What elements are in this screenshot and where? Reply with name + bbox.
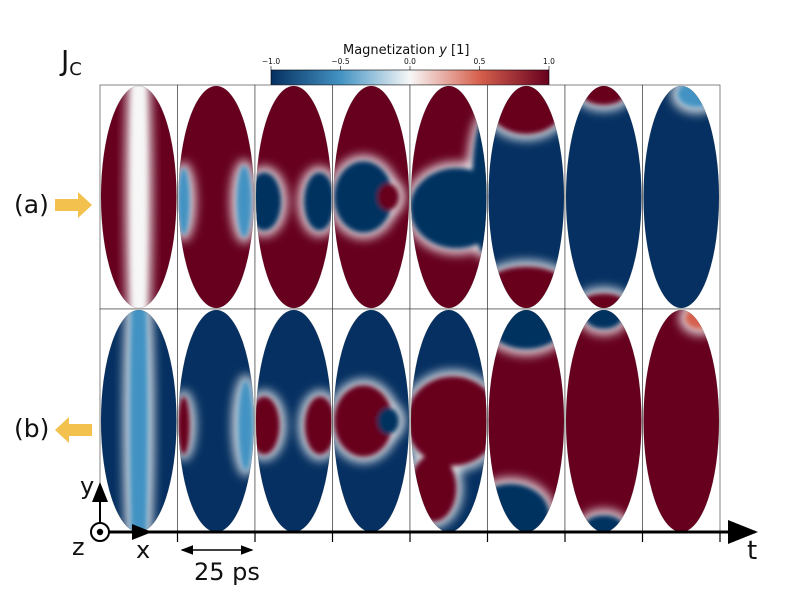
colorbar-gradient <box>270 69 550 86</box>
frame-a-4 <box>332 84 411 310</box>
frame-a-6 <box>487 84 566 310</box>
magnetization-ellipse <box>411 86 487 308</box>
frame-b-1 <box>99 308 178 534</box>
x-axis-label: x <box>136 536 151 564</box>
frame-b-2 <box>177 308 256 534</box>
magnetization-ellipse <box>643 86 719 308</box>
row-a-label: (a) <box>14 190 49 219</box>
frame-b-7 <box>564 308 643 534</box>
current-direction-left-icon <box>55 417 92 443</box>
magnetization-ellipse <box>256 86 332 308</box>
colorbar-title: Magnetization y [1] <box>343 43 470 58</box>
y-axis-label: y <box>80 472 95 500</box>
colorbar-tick-label: −0.5 <box>331 57 349 66</box>
time-step-label: 25 ps <box>194 558 260 586</box>
frame-b-5 <box>409 308 488 534</box>
colorbar-tick-label: −1.0 <box>262 57 280 66</box>
z-axis-dot <box>96 528 104 536</box>
current-label: JC <box>61 44 82 80</box>
current-direction-right-icon <box>55 192 92 218</box>
frame-a-8 <box>642 84 721 310</box>
coordinate-axes <box>90 482 152 542</box>
magnetization-ellipse <box>566 310 642 532</box>
frame-b-8 <box>642 308 721 534</box>
colorbar-tick-label: 1.0 <box>543 57 555 66</box>
row-arrows <box>55 192 92 443</box>
frames-grid <box>99 84 721 534</box>
magnetization-ellipse <box>411 310 487 532</box>
colorbar-tick-label: 0.0 <box>404 57 416 66</box>
row-b-label: (b) <box>14 414 50 443</box>
colorbar-ticks: −1.0 −0.5 0.0 0.5 1.0 <box>262 57 555 70</box>
z-axis-label: z <box>72 533 85 561</box>
magnetization-ellipse <box>101 310 177 532</box>
time-axis <box>99 520 758 555</box>
magnetization-ellipse <box>333 86 409 308</box>
frame-b-4 <box>332 308 411 534</box>
magnetization-ellipse <box>178 86 254 308</box>
magnetization-ellipse <box>333 310 409 532</box>
frame-b-3 <box>254 308 333 534</box>
frame-a-7 <box>564 84 643 310</box>
time-axis-label: t <box>747 536 758 566</box>
frame-a-2 <box>177 84 256 310</box>
frame-a-3 <box>254 84 333 310</box>
colorbar: −1.0 −0.5 0.0 0.5 1.0 <box>262 57 555 86</box>
magnetization-ellipse <box>178 310 254 532</box>
frame-b-6 <box>487 308 566 534</box>
magnetization-ellipse <box>566 86 642 308</box>
frame-a-5 <box>409 84 488 310</box>
magnetization-ellipse <box>488 310 564 532</box>
frame-a-1 <box>99 84 178 310</box>
colorbar-tick-label: 0.5 <box>474 57 486 66</box>
